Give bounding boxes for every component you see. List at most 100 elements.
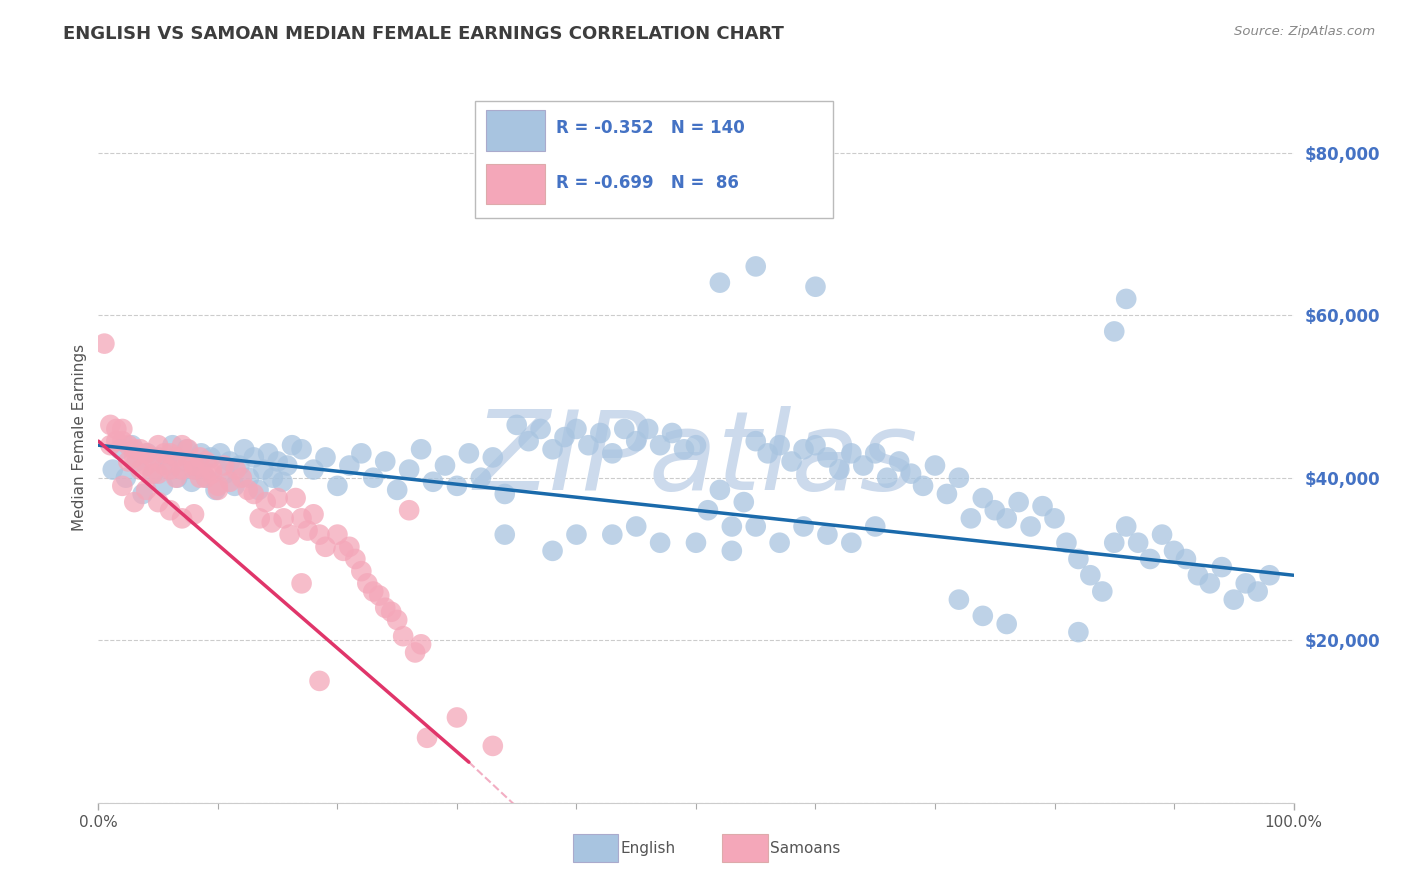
Point [841, 535, 863, 549]
Point [865, 446, 887, 460]
Point [578, 438, 600, 452]
Point [637, 422, 659, 436]
Point [685, 438, 707, 452]
Point [148, 450, 170, 465]
Point [200, 450, 222, 465]
Point [162, 438, 184, 452]
Point [780, 454, 803, 468]
Point [541, 442, 564, 457]
Point [284, 491, 307, 505]
Point [121, 438, 143, 452]
Point [1139, 552, 1161, 566]
Point [180, 475, 202, 489]
Point [404, 645, 426, 659]
Point [613, 422, 636, 436]
Point [865, 519, 887, 533]
Point [517, 434, 540, 449]
Point [948, 592, 970, 607]
Point [224, 479, 246, 493]
Point [188, 450, 211, 465]
Point [111, 422, 134, 436]
Point [297, 524, 319, 538]
Point [142, 467, 165, 481]
Point [494, 527, 516, 541]
Point [117, 438, 139, 452]
Point [565, 422, 588, 436]
Point [841, 446, 863, 460]
Point [332, 544, 354, 558]
Point [650, 535, 672, 549]
Point [374, 600, 396, 615]
Point [1187, 568, 1209, 582]
Point [1104, 535, 1126, 549]
Point [398, 503, 420, 517]
Point [350, 446, 373, 460]
Point [302, 508, 325, 522]
Point [209, 446, 232, 460]
Point [482, 450, 505, 465]
Point [506, 417, 529, 432]
Point [793, 442, 815, 457]
Point [228, 458, 250, 473]
Y-axis label: Median Female Earnings: Median Female Earnings [72, 343, 87, 531]
FancyBboxPatch shape [485, 110, 546, 151]
Point [141, 467, 163, 481]
Point [972, 491, 994, 505]
Point [554, 430, 576, 444]
Point [948, 471, 970, 485]
Point [1199, 576, 1222, 591]
Point [673, 442, 696, 457]
Point [1258, 568, 1281, 582]
Point [494, 487, 516, 501]
Point [188, 471, 211, 485]
FancyBboxPatch shape [485, 163, 546, 204]
Point [1008, 495, 1031, 509]
Text: R = -0.699   N =  86: R = -0.699 N = 86 [557, 174, 740, 192]
Point [195, 471, 218, 485]
Point [721, 519, 744, 533]
Point [1067, 552, 1090, 566]
Point [278, 527, 301, 541]
Point [411, 637, 433, 651]
Point [1152, 527, 1174, 541]
Point [172, 511, 194, 525]
Point [267, 491, 290, 505]
Point [852, 458, 875, 473]
Point [1019, 519, 1042, 533]
Point [398, 462, 420, 476]
Point [817, 527, 839, 541]
Point [541, 544, 564, 558]
Point [602, 527, 624, 541]
Point [876, 471, 898, 485]
Point [356, 576, 378, 591]
Point [385, 483, 409, 497]
Point [165, 471, 187, 485]
Point [291, 442, 314, 457]
Text: ENGLISH VS SAMOAN MEDIAN FEMALE EARNINGS CORRELATION CHART: ENGLISH VS SAMOAN MEDIAN FEMALE EARNINGS… [63, 25, 785, 43]
Point [183, 508, 205, 522]
Point [385, 613, 409, 627]
Point [125, 454, 148, 468]
Point [204, 483, 226, 497]
Point [260, 516, 283, 530]
Point [416, 731, 439, 745]
Point [434, 458, 457, 473]
Point [422, 475, 444, 489]
Point [984, 503, 1007, 517]
Point [339, 540, 361, 554]
Point [195, 454, 218, 468]
Point [131, 487, 153, 501]
Point [152, 479, 174, 493]
Point [129, 462, 152, 476]
Point [745, 260, 768, 274]
Point [124, 442, 146, 457]
Point [315, 450, 337, 465]
Point [219, 475, 242, 489]
Point [1032, 499, 1054, 513]
Point [231, 471, 253, 485]
Point [374, 454, 396, 468]
Point [482, 739, 505, 753]
FancyBboxPatch shape [475, 101, 834, 218]
Point [302, 462, 325, 476]
Point [363, 471, 385, 485]
